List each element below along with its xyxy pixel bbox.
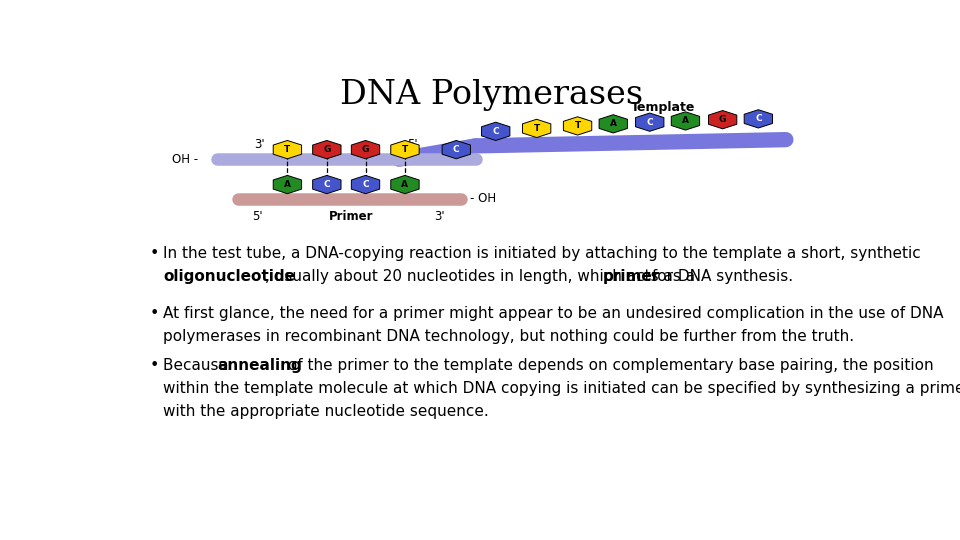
Text: A: A bbox=[401, 180, 408, 189]
Text: DNA Polymerases: DNA Polymerases bbox=[341, 79, 643, 111]
Text: with the appropriate nucleotide sequence.: with the appropriate nucleotide sequence… bbox=[163, 404, 489, 418]
Text: T: T bbox=[574, 122, 581, 131]
Text: , usually about 20 nucleotides in length, which acts as a: , usually about 20 nucleotides in length… bbox=[266, 268, 701, 284]
Text: 5': 5' bbox=[407, 138, 418, 151]
Text: G: G bbox=[362, 145, 370, 154]
Polygon shape bbox=[564, 117, 591, 135]
Text: In the test tube, a DNA-copying reaction is initiated by attaching to the templa: In the test tube, a DNA-copying reaction… bbox=[163, 246, 921, 261]
Polygon shape bbox=[636, 113, 664, 131]
Text: •: • bbox=[150, 306, 159, 321]
Text: •: • bbox=[150, 358, 159, 373]
Text: A: A bbox=[284, 180, 291, 189]
Text: At first glance, the need for a primer might appear to be an undesired complicat: At first glance, the need for a primer m… bbox=[163, 306, 944, 321]
Text: G: G bbox=[719, 115, 727, 124]
Text: primer: primer bbox=[603, 268, 660, 284]
Text: C: C bbox=[362, 180, 369, 189]
Polygon shape bbox=[744, 110, 773, 128]
Text: 3': 3' bbox=[253, 138, 264, 151]
Text: annealing: annealing bbox=[217, 358, 302, 373]
Text: C: C bbox=[492, 127, 499, 136]
Polygon shape bbox=[313, 176, 341, 194]
Text: for DNA synthesis.: for DNA synthesis. bbox=[647, 268, 793, 284]
Polygon shape bbox=[313, 140, 341, 159]
Text: polymerases in recombinant DNA technology, but nothing could be further from the: polymerases in recombinant DNA technolog… bbox=[163, 329, 854, 344]
Text: G: G bbox=[324, 145, 330, 154]
Text: OH -: OH - bbox=[172, 153, 198, 166]
Polygon shape bbox=[522, 119, 551, 138]
Polygon shape bbox=[274, 140, 301, 159]
Text: of the primer to the template depends on complementary base pairing, the positio: of the primer to the template depends on… bbox=[283, 358, 934, 373]
Text: A: A bbox=[682, 117, 689, 125]
Text: •: • bbox=[150, 246, 159, 261]
Polygon shape bbox=[391, 140, 420, 159]
Polygon shape bbox=[482, 122, 510, 140]
Polygon shape bbox=[391, 176, 420, 194]
Text: C: C bbox=[755, 114, 761, 123]
Text: Template: Template bbox=[631, 101, 695, 114]
Polygon shape bbox=[351, 176, 380, 194]
Polygon shape bbox=[671, 112, 700, 130]
Text: C: C bbox=[646, 118, 653, 127]
Text: within the template molecule at which DNA copying is initiated can be specified : within the template molecule at which DN… bbox=[163, 381, 960, 396]
Text: A: A bbox=[610, 119, 616, 129]
Text: T: T bbox=[284, 145, 291, 154]
Text: - OH: - OH bbox=[469, 192, 495, 205]
Text: C: C bbox=[324, 180, 330, 189]
Text: Because: Because bbox=[163, 358, 233, 373]
Text: T: T bbox=[402, 145, 408, 154]
Polygon shape bbox=[708, 111, 737, 129]
Polygon shape bbox=[274, 176, 301, 194]
Polygon shape bbox=[351, 140, 380, 159]
Text: 3': 3' bbox=[435, 210, 445, 224]
Text: Primer: Primer bbox=[328, 210, 372, 224]
Polygon shape bbox=[443, 140, 470, 159]
Text: oligonucleotide: oligonucleotide bbox=[163, 268, 295, 284]
Text: C: C bbox=[453, 145, 460, 154]
Text: T: T bbox=[534, 124, 540, 133]
Text: 5': 5' bbox=[252, 210, 263, 224]
Polygon shape bbox=[599, 114, 628, 133]
